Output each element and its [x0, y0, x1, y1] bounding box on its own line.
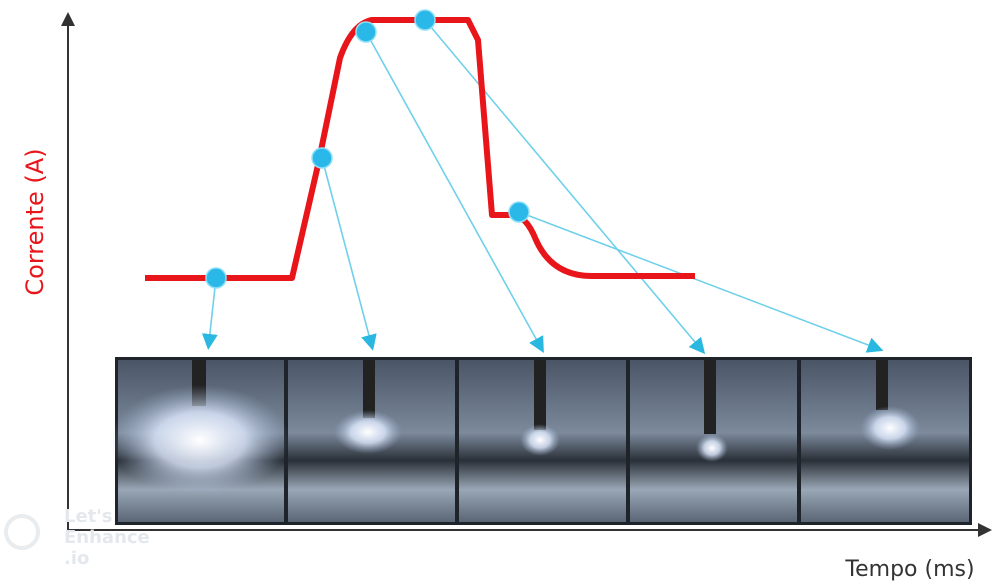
watermark-text: Enhance [64, 527, 150, 548]
sample-point [509, 202, 529, 222]
frame [110, 360, 290, 522]
frame [459, 360, 626, 522]
connectors [209, 20, 876, 348]
frame [801, 360, 969, 522]
x-axis-arrow [978, 523, 992, 537]
frame [288, 360, 455, 522]
connector [425, 20, 700, 348]
sample-point [356, 22, 376, 42]
y-axis-label: Corrente (A) [21, 148, 49, 295]
sample-point [206, 268, 226, 288]
sample-point [312, 148, 332, 168]
connector [366, 32, 540, 346]
watermark-text: Let's [64, 506, 113, 527]
frame [630, 360, 797, 522]
connector [322, 158, 371, 343]
x-axis-label: Tempo (ms) [844, 557, 974, 582]
sample-point [415, 10, 435, 30]
connector [519, 212, 876, 348]
watermark-text: .io [64, 548, 89, 569]
page: Corrente (A) Tempo (ms) Let's Enhance .i… [0, 0, 996, 586]
current-waveform [145, 20, 695, 278]
diagram: Corrente (A) Tempo (ms) Let's Enhance .i… [0, 0, 996, 586]
watermark-logo [6, 516, 38, 548]
photo-strip [110, 357, 972, 525]
y-axis-arrow [61, 12, 75, 26]
